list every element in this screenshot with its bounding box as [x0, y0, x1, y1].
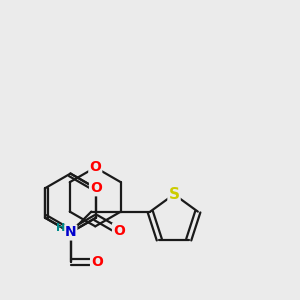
Text: O: O — [90, 181, 102, 195]
Text: N: N — [65, 225, 76, 239]
Text: O: O — [89, 160, 101, 175]
Text: S: S — [169, 187, 179, 202]
Text: H: H — [56, 223, 65, 233]
Text: O: O — [91, 255, 103, 269]
Text: O: O — [113, 224, 125, 238]
